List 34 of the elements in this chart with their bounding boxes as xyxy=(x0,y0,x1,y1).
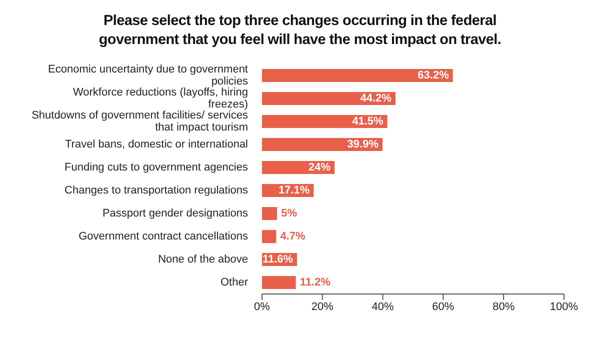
bar xyxy=(262,230,276,244)
bar xyxy=(262,138,382,152)
y-tick-label: Travel bans, domestic or international xyxy=(64,138,248,150)
bar xyxy=(262,115,388,128)
y-tick-label: Government contract cancellations xyxy=(78,230,248,242)
x-tick-label: 20% xyxy=(311,300,334,313)
y-tick-label: Changes to transportation regulations xyxy=(64,184,248,196)
data-label: 24% xyxy=(308,162,331,174)
x-tick-label: 80% xyxy=(492,300,515,313)
data-label: 17.1% xyxy=(278,184,310,197)
data-label: 11.6% xyxy=(262,254,294,266)
data-label: 4.7% xyxy=(280,230,306,243)
x-tick-label: 0% xyxy=(254,300,270,313)
data-label: 5% xyxy=(281,208,298,220)
y-tick-label: Passport gender designations xyxy=(102,208,248,220)
y-tick-label: Shutdowns of government facilities/ services that impact tourism xyxy=(32,110,248,134)
chart-title: Please select the top three changes occurring in the federal government that you feel will have the most impact on travel. xyxy=(98,12,502,50)
y-tick-label: None of the above xyxy=(158,254,248,266)
y-tick-label: Other xyxy=(220,276,248,288)
data-label: 63.2% xyxy=(418,70,450,82)
x-tick-label: 40% xyxy=(372,300,394,313)
y-tick-label: Workforce reductions (layoffs, hiring freezes) xyxy=(72,86,248,110)
bar xyxy=(262,92,396,106)
bar xyxy=(262,69,453,82)
data-label: 39.9% xyxy=(347,138,379,151)
bar xyxy=(262,207,278,220)
y-tick-label: Funding cuts to government agencies xyxy=(64,162,248,174)
data-label: 11.2% xyxy=(300,276,331,289)
data-label: 44.2% xyxy=(360,92,392,105)
x-tick-label: 60% xyxy=(432,300,454,313)
y-tick-label: Economic uncertainty due to government policies xyxy=(48,64,248,88)
data-label: 41.5% xyxy=(352,116,384,128)
bar xyxy=(262,276,296,290)
x-tick-label: 100% xyxy=(550,300,578,313)
